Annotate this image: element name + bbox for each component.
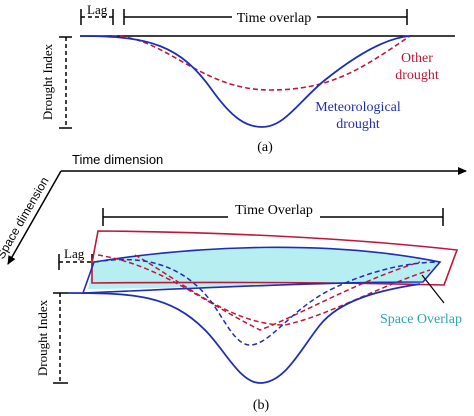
meteorological-label-line2: drought — [336, 117, 380, 132]
drought-index-axis-a — [59, 36, 72, 129]
space-overlap-label: Space Overlap — [380, 312, 462, 327]
other-drought-region — [91, 230, 459, 286]
meteorological-curve-b-dashed — [94, 258, 441, 346]
time-dimension-axis — [7, 167, 467, 265]
other-drought-label-line2: drought — [395, 68, 439, 83]
drought-index-label-a: Drought Index — [40, 43, 55, 120]
caption-a: (a) — [257, 140, 273, 155]
space-dimension-label: Space dimension — [0, 175, 52, 262]
lag-label-b: Lag — [64, 246, 85, 261]
time-dimension-label: Time dimension — [72, 152, 163, 167]
meteorological-curve-a — [79, 35, 411, 128]
other-drought-curve-b2 — [134, 254, 431, 326]
drought-index-axis-b — [53, 292, 68, 384]
time-overlap-label-b: Time Overlap — [235, 203, 313, 218]
other-drought-label-line1: Other — [401, 51, 433, 66]
lag-bracket-a — [80, 9, 114, 25]
time-overlap-bracket-b — [102, 208, 444, 226]
other-drought-curve-b1 — [97, 254, 421, 331]
other-drought-curve-a — [111, 35, 411, 91]
space-overlap-pointer — [421, 274, 445, 304]
meteorological-label-line1: Meteorological — [315, 100, 401, 115]
time-overlap-label-a: Time overlap — [237, 11, 312, 26]
drought-index-label-b: Drought Index — [35, 299, 50, 376]
caption-b: (b) — [253, 398, 270, 413]
panel-a: Lag Time overlap Drought Index Other dro… — [40, 2, 455, 155]
panel-b: Time dimension Space dimension Time Over… — [0, 152, 467, 413]
lag-label-a: Lag — [87, 2, 108, 17]
space-overlap-region — [88, 247, 440, 289]
meteorological-curve-b — [67, 283, 421, 384]
time-overlap-bracket-a — [123, 9, 408, 25]
